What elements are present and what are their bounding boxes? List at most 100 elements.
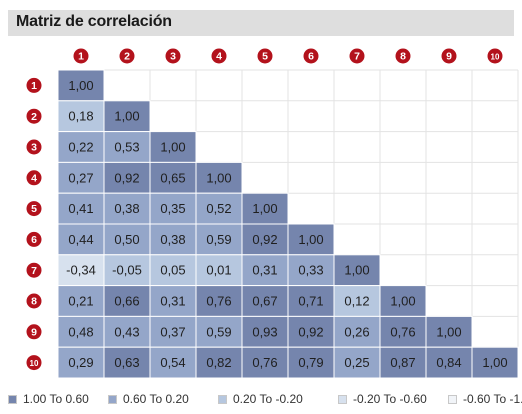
badge-label: 10: [30, 359, 39, 368]
badge-circle: [26, 108, 42, 124]
matrix-cell: 0,63: [103, 346, 151, 379]
cell-value: 0,29: [68, 355, 93, 370]
cell-value: 0,25: [344, 355, 369, 370]
cell-fill: [149, 285, 197, 317]
cell-fill: [333, 254, 381, 287]
cell-value: 0,92: [252, 232, 277, 247]
row-header-1: 1: [26, 77, 42, 93]
cell-value: 1,00: [436, 324, 461, 339]
matrix-cell: 0,59: [195, 315, 243, 348]
badge-label: 5: [31, 203, 37, 215]
chart-title: Matriz de correlación: [16, 13, 172, 30]
cell-value: 0,48: [68, 324, 93, 339]
cell-fill: [425, 315, 473, 348]
matrix-cell: 0,71: [287, 285, 335, 317]
matrix-cell: 1,00: [241, 192, 289, 225]
column-header-5: 5: [257, 48, 273, 64]
matrix-cell: 0,82: [195, 346, 243, 379]
cell-value: 0,84: [436, 355, 461, 370]
column-header-10: 10: [487, 48, 503, 64]
badge-circle: [257, 48, 273, 64]
matrix-cell: 1,00: [333, 254, 381, 287]
matrix-cell: 0,92: [287, 315, 335, 348]
column-header-8: 8: [395, 48, 411, 64]
matrix-cell: 1,00: [471, 346, 519, 379]
matrix-cell: 0,27: [57, 161, 105, 194]
matrix-cell: 0,12: [333, 285, 381, 317]
matrix-cell: 0,21: [57, 285, 105, 317]
badge-circle: [26, 324, 42, 340]
cell-value: -0,05: [112, 263, 142, 278]
badge-label: 8: [31, 296, 37, 308]
cell-fill: [57, 131, 105, 163]
column-header-4: 4: [211, 48, 227, 64]
legend-item: -0.20 To -0.60: [338, 392, 427, 406]
matrix-cell: 0,92: [103, 161, 151, 194]
badge-label: 8: [400, 51, 406, 63]
matrix-cell: 0,22: [57, 131, 105, 163]
badge-circle: [165, 48, 181, 64]
cell-value: 0,79: [298, 355, 323, 370]
cell-fill: [379, 285, 427, 317]
cell-value: 0,33: [298, 263, 323, 278]
cell-value: 0,59: [206, 324, 231, 339]
cell-fill: [57, 100, 105, 133]
badge-circle: [303, 48, 319, 64]
cell-fill: [103, 254, 151, 287]
badge-label: 4: [31, 172, 37, 184]
matrix-cell: 0,76: [379, 315, 427, 348]
cell-fill: [149, 131, 197, 163]
matrix-cell: 0,76: [195, 285, 243, 317]
cell-value: 0,38: [114, 201, 139, 216]
cell-value: 1,00: [390, 294, 415, 309]
cell-value: 0,76: [252, 355, 277, 370]
matrix-cell: 1,00: [103, 100, 151, 133]
matrix-cell: 0,26: [333, 315, 381, 348]
cell-fill: [57, 161, 105, 194]
cell-value: 0,92: [114, 170, 139, 185]
badge-label: 3: [170, 51, 176, 63]
column-header-7: 7: [349, 48, 365, 64]
matrix-cell: 0,31: [149, 285, 197, 317]
legend-swatch: [218, 395, 227, 404]
cell-value: 1,00: [344, 263, 369, 278]
legend-label: -0.60 To -1.00: [463, 392, 522, 406]
legend-label: -0.20 To -0.60: [353, 392, 427, 406]
matrix-cell: 0,35: [149, 192, 197, 225]
matrix-cell: 0,84: [425, 346, 473, 379]
cell-value: 0,53: [114, 140, 139, 155]
column-header-6: 6: [303, 48, 319, 64]
cell-fill: [195, 285, 243, 317]
cell-value: 0,52: [206, 201, 231, 216]
badge-label: 2: [124, 51, 130, 63]
badge-label: 9: [31, 326, 37, 338]
matrix-cell: 0,52: [195, 192, 243, 225]
cell-value: 0,43: [114, 324, 139, 339]
cell-fill: [241, 192, 289, 225]
matrix-cell: 0,76: [241, 346, 289, 379]
badge-label: 7: [31, 265, 37, 277]
matrix-cell: 0,33: [287, 254, 335, 287]
cell-value: 0,26: [344, 324, 369, 339]
correlation-matrix: 1 2 3 4 5 6 7 8 9 10 1 2 3 4 5 6 7 8 9 10 1,00 0,18 1,00 0,22 0,…: [26, 48, 519, 379]
matrix-cell: 0,25: [333, 346, 381, 379]
cell-fill: [103, 223, 151, 256]
badge-label: 10: [491, 53, 500, 62]
legend-item: 1.00 To 0.60: [8, 392, 89, 406]
matrix-cell: 0,38: [149, 223, 197, 256]
matrix-cell: 0,18: [57, 100, 105, 133]
legend-label: 0.20 To -0.20: [233, 392, 303, 406]
title-bar: Matriz de correlación: [8, 10, 514, 36]
cell-value: 0,22: [68, 140, 93, 155]
cell-fill: [103, 131, 151, 163]
badge-circle: [26, 201, 42, 217]
column-header-9: 9: [441, 48, 457, 64]
matrix-cell: 1,00: [57, 69, 105, 102]
cell-value: 1,00: [160, 140, 185, 155]
legend: 1.00 To 0.60 0.60 To 0.20 0.20 To -0.20 -0.…: [8, 392, 522, 410]
row-header-5: 5: [26, 201, 42, 217]
cell-value: 0,63: [114, 355, 139, 370]
cell-value: 0,82: [206, 355, 231, 370]
cell-fill: [287, 285, 335, 317]
matrix-cell: 0,53: [103, 131, 151, 163]
